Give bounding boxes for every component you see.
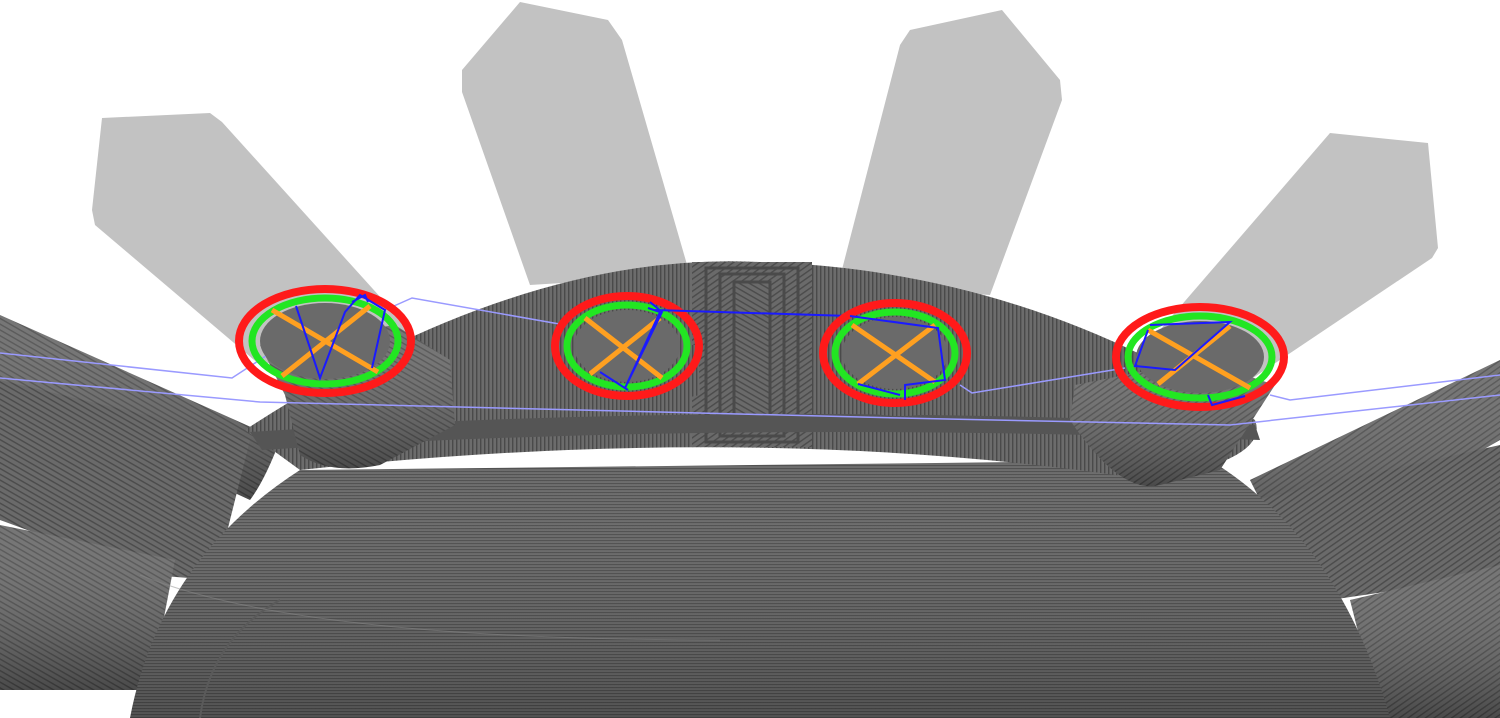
- peg-1-toolpath: [239, 289, 411, 393]
- peg-4-toolpath: [1116, 307, 1284, 407]
- base-disc: [130, 460, 1390, 718]
- peg-3-toolpath: [823, 303, 967, 403]
- blade-3: [838, 10, 1062, 295]
- blade-2: [462, 2, 690, 285]
